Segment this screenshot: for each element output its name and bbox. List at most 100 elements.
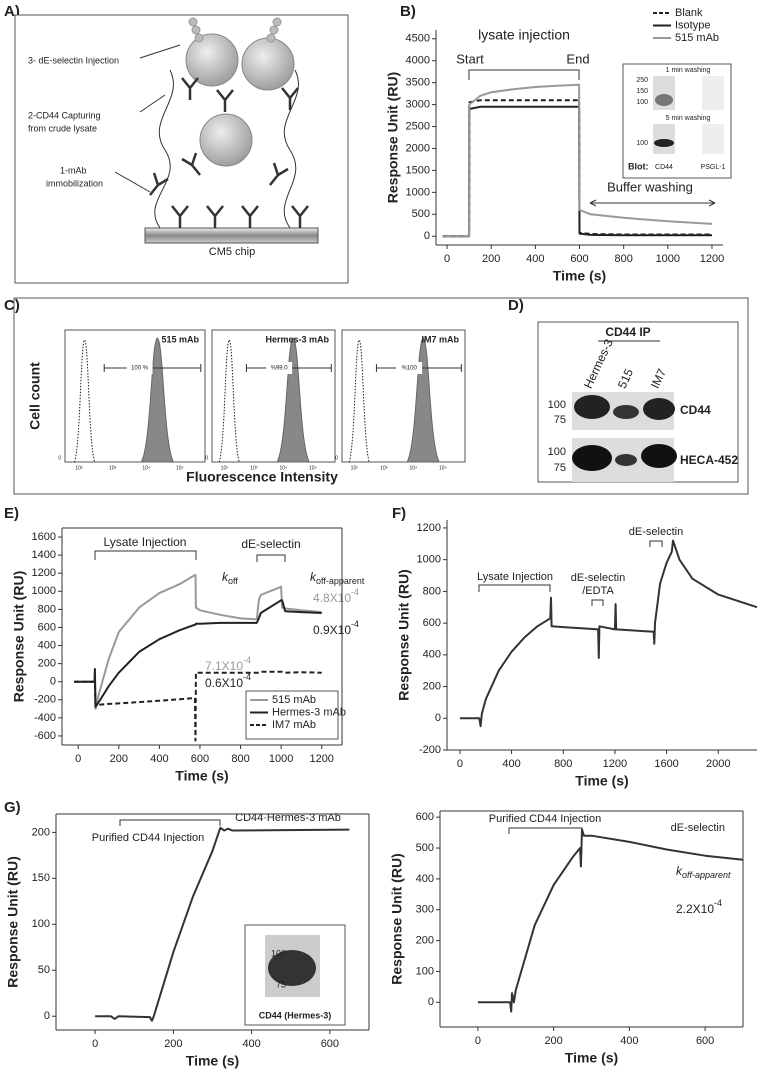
y-tick-label: 600 <box>416 811 434 823</box>
rate-base: 0.6X10 <box>205 676 243 690</box>
lane-label: 515 <box>615 366 636 390</box>
y-axis-label: Response Unit (RU) <box>5 856 21 987</box>
y-tick-label: 200 <box>416 935 434 947</box>
rate-base: 7.1X10 <box>205 659 243 673</box>
bracket <box>508 827 583 834</box>
gate-label-bg <box>396 362 423 374</box>
band <box>654 139 674 147</box>
diagram: CM5 chip 3- dE-selectin Injection 2-CD44… <box>14 14 349 284</box>
histogram-title: IM7 mAb <box>421 334 459 344</box>
y-tick-label: 2500 <box>406 120 430 132</box>
annotations-f: Lysate Injection dE-selectin /EDTA dE-se… <box>477 526 683 606</box>
stained-histogram <box>140 337 175 463</box>
annotation: koff <box>222 570 238 586</box>
x-tick-label: 10⁵ <box>176 465 184 471</box>
x-axis-label: Time (s) <box>575 773 628 789</box>
y-tick-label: 500 <box>416 842 434 854</box>
y-tick-label: -200 <box>419 744 441 756</box>
x-tick-label: 200 <box>110 753 128 765</box>
lane-label: PSGL-1 <box>701 164 726 171</box>
linker <box>283 69 299 229</box>
y-tick-label: 400 <box>38 639 56 651</box>
gate-label: 100 % <box>131 366 149 372</box>
gate-label-bg <box>266 362 293 374</box>
marker: 100 <box>636 99 648 106</box>
y-tick-label: 0 <box>435 712 441 724</box>
x-tick-label: 0 <box>475 1035 481 1047</box>
y-tick-label: 1400 <box>32 549 56 561</box>
stained-histogram <box>276 337 310 463</box>
annotation: dE-selectin <box>571 572 625 584</box>
selectin-beads <box>188 17 282 43</box>
y-tick-label: 600 <box>423 617 441 629</box>
band <box>615 454 637 466</box>
marker: 100 <box>548 446 566 458</box>
row-label: HECA-452 <box>680 453 738 467</box>
gate-label-bg <box>126 362 153 374</box>
y-tick-label: 200 <box>38 658 56 670</box>
x-axis-label: Time (s) <box>186 1053 239 1069</box>
y-tick-label: 0 <box>58 455 61 461</box>
band <box>572 445 612 471</box>
x-tick-label: 10³ <box>250 465 258 471</box>
annotation: dE-selectin <box>671 822 725 834</box>
histogram-title: 515 mAb <box>161 334 199 344</box>
x-tick-label: 10⁴ <box>142 465 150 471</box>
x-tick-label: 400 <box>526 253 544 265</box>
annotation: /EDTA <box>582 585 614 597</box>
rate: 4.8X10-4 <box>313 587 359 605</box>
x-tick-label: 800 <box>554 758 572 770</box>
chip-label: CM5 chip <box>209 246 255 258</box>
x-tick-label: 1600 <box>654 758 678 770</box>
y-tick-label: 0 <box>424 230 430 242</box>
series-line <box>442 83 713 238</box>
panel-label: G) <box>4 799 21 816</box>
exponent: -4 <box>714 898 722 908</box>
y-tick-label: 400 <box>423 649 441 661</box>
x-tick-label: 600 <box>696 1035 714 1047</box>
y-axis-label: Response Unit (RU) <box>11 571 27 702</box>
annotations-b: lysate injection Start End Buffer washin… <box>456 27 732 207</box>
y-tick-label: 1200 <box>32 567 56 579</box>
lane-label: CD44 <box>655 164 673 171</box>
band <box>655 94 673 106</box>
y-tick-label: 4000 <box>406 55 430 67</box>
annotation: Purified CD44 Injection <box>92 832 205 844</box>
y-tick-label: 1000 <box>417 554 441 566</box>
bracket <box>94 550 197 560</box>
band <box>268 950 316 986</box>
panel-label: F) <box>392 505 406 522</box>
protein <box>185 33 239 87</box>
y-axis-label: Response Unit (RU) <box>389 853 405 984</box>
rate-base: 2.2X10 <box>676 902 714 916</box>
lane-label: IM7 <box>648 366 669 390</box>
blot-label: Blot: <box>628 161 649 171</box>
x-tick-label: 200 <box>544 1035 562 1047</box>
rate-base: 0.9X10 <box>313 623 351 637</box>
x-tick-label: 10² <box>221 465 229 471</box>
band <box>641 444 677 468</box>
histogram-frame <box>211 329 336 463</box>
y-tick-label: 100 <box>32 918 50 930</box>
x-tick-label: 0 <box>92 1038 98 1050</box>
series-line <box>477 828 744 1013</box>
panel-frame <box>13 297 749 495</box>
x-tick-label: 2000 <box>706 758 730 770</box>
panel-label: B) <box>400 3 416 20</box>
x-tick-label: 10² <box>75 465 83 471</box>
x-axis-label: Time (s) <box>553 268 606 284</box>
y-tick-label: 2000 <box>406 142 430 154</box>
marker: 100 <box>636 140 648 147</box>
exponent: -4 <box>243 672 251 682</box>
series-line <box>74 670 322 742</box>
panel-label: E) <box>4 505 19 522</box>
rate: 0.9X10-4 <box>313 619 359 637</box>
y-tick-label: 1500 <box>406 164 430 176</box>
protein <box>241 37 295 91</box>
axis-label: Cell count <box>27 362 43 430</box>
annotation: koff-apparent <box>310 570 365 586</box>
blot-strip <box>702 76 724 110</box>
panel-label: C) <box>4 297 20 314</box>
histogram-frame <box>64 329 206 463</box>
inset-title: 1 min washing <box>666 67 711 74</box>
